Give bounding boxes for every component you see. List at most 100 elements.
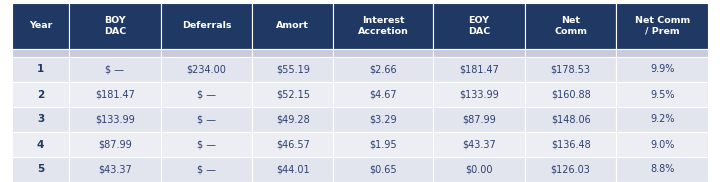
Bar [616, 49, 708, 57]
Bar [433, 3, 525, 49]
Bar [525, 57, 616, 82]
Bar [616, 132, 708, 157]
Bar [12, 157, 69, 182]
Bar [69, 3, 161, 49]
Bar [161, 107, 252, 132]
Bar [525, 3, 616, 49]
Text: 9.0%: 9.0% [650, 139, 675, 149]
Text: $ —: $ — [197, 139, 216, 149]
Text: EOY
DAC: EOY DAC [468, 16, 490, 36]
Text: $ —: $ — [197, 114, 216, 124]
Bar [252, 3, 333, 49]
Bar [525, 107, 616, 132]
Bar [252, 49, 333, 57]
Text: 1: 1 [37, 64, 44, 74]
Text: $4.67: $4.67 [369, 90, 397, 100]
Text: $44.01: $44.01 [276, 165, 310, 175]
Bar [69, 107, 161, 132]
Bar [69, 157, 161, 182]
Text: $ —: $ — [197, 90, 216, 100]
Text: 9.9%: 9.9% [650, 64, 675, 74]
Text: 4: 4 [37, 139, 45, 149]
Bar [525, 82, 616, 107]
Bar [161, 157, 252, 182]
Bar [69, 49, 161, 57]
Bar [252, 82, 333, 107]
Bar [252, 157, 333, 182]
Text: $126.03: $126.03 [551, 165, 590, 175]
Bar [69, 132, 161, 157]
Text: 8.8%: 8.8% [650, 165, 675, 175]
Text: $ —: $ — [106, 64, 125, 74]
Text: $46.57: $46.57 [276, 139, 310, 149]
Bar [333, 107, 433, 132]
Bar [161, 3, 252, 49]
Bar [616, 157, 708, 182]
Text: $1.95: $1.95 [369, 139, 397, 149]
Text: $43.37: $43.37 [462, 139, 496, 149]
Bar [12, 132, 69, 157]
Text: $136.48: $136.48 [551, 139, 590, 149]
Text: $49.28: $49.28 [276, 114, 310, 124]
Bar [525, 49, 616, 57]
Bar [525, 132, 616, 157]
Bar [161, 49, 252, 57]
Text: $160.88: $160.88 [551, 90, 590, 100]
Bar [12, 57, 69, 82]
Bar [161, 132, 252, 157]
Text: Net Comm
/ Prem: Net Comm / Prem [634, 16, 690, 36]
Bar [333, 82, 433, 107]
Text: $181.47: $181.47 [95, 90, 135, 100]
Bar [433, 107, 525, 132]
Bar [616, 57, 708, 82]
Text: $234.00: $234.00 [186, 64, 227, 74]
Bar [12, 3, 69, 49]
Bar [12, 82, 69, 107]
Text: $133.99: $133.99 [459, 90, 499, 100]
Text: $148.06: $148.06 [551, 114, 590, 124]
Text: 3: 3 [37, 114, 44, 124]
Bar [616, 107, 708, 132]
Bar [333, 49, 433, 57]
Text: Year: Year [29, 21, 53, 31]
Text: Interest
Accretion: Interest Accretion [358, 16, 409, 36]
Text: $52.15: $52.15 [276, 90, 310, 100]
Text: Net
Comm: Net Comm [554, 16, 588, 36]
Text: Deferrals: Deferrals [181, 21, 231, 31]
Text: 5: 5 [37, 165, 44, 175]
Bar [433, 57, 525, 82]
Text: $55.19: $55.19 [276, 64, 310, 74]
Bar [333, 132, 433, 157]
Text: $0.65: $0.65 [369, 165, 397, 175]
Bar [433, 157, 525, 182]
Bar [252, 132, 333, 157]
Bar [616, 82, 708, 107]
Bar [433, 82, 525, 107]
Bar [433, 132, 525, 157]
Text: $181.47: $181.47 [459, 64, 499, 74]
Bar [69, 57, 161, 82]
Text: $87.99: $87.99 [98, 139, 132, 149]
Bar [525, 157, 616, 182]
Bar [161, 82, 252, 107]
Text: $87.99: $87.99 [462, 114, 496, 124]
Bar [616, 3, 708, 49]
Bar [433, 49, 525, 57]
Text: 2: 2 [37, 90, 44, 100]
Bar [252, 107, 333, 132]
Bar [12, 49, 69, 57]
Text: $133.99: $133.99 [95, 114, 135, 124]
Text: $178.53: $178.53 [551, 64, 590, 74]
Bar [333, 157, 433, 182]
Bar [161, 57, 252, 82]
Bar [333, 57, 433, 82]
Text: 9.5%: 9.5% [650, 90, 675, 100]
Text: $3.29: $3.29 [369, 114, 397, 124]
Text: 9.2%: 9.2% [650, 114, 675, 124]
Text: $0.00: $0.00 [465, 165, 493, 175]
Text: Amort: Amort [276, 21, 310, 31]
Text: $43.37: $43.37 [98, 165, 132, 175]
Bar [252, 57, 333, 82]
Bar [12, 107, 69, 132]
Text: $2.66: $2.66 [369, 64, 397, 74]
